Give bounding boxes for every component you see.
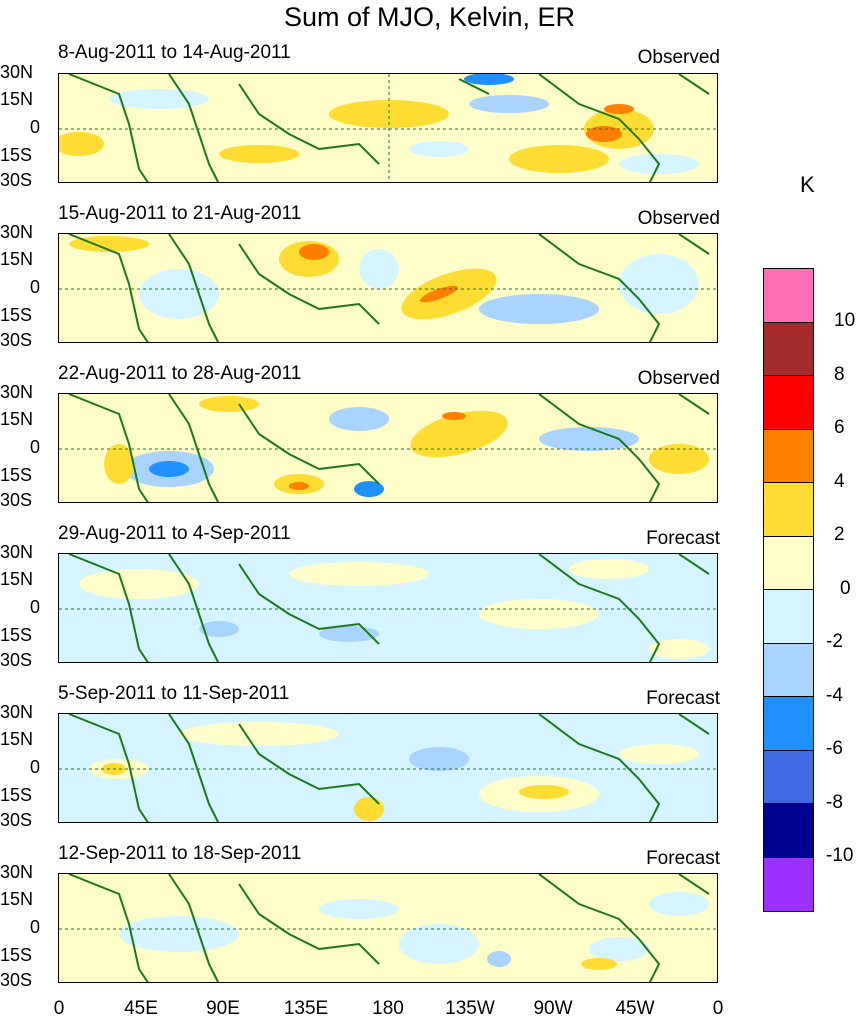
panel-2-type: Observed [637,208,720,229]
lat-label: 30S [0,650,33,670]
map-panel-1 [58,73,718,183]
colorbar-tick-label: 8 [834,363,845,385]
colorbar-swatch [764,643,813,697]
panel-6-date-range: 12-Sep-2011 to 18-Sep-2011 [58,843,302,864]
lat-label: 15S [0,625,33,645]
colorbar-tick-label: 6 [834,417,845,438]
lat-label: 15S [0,785,33,805]
figure-title: Sum of MJO, Kelvin, ER [283,2,576,32]
colorbar-swatch [764,536,813,590]
lon-label: 180 [372,998,404,1019]
lat-label: 30N [0,702,34,722]
colorbar-tick-label: 4 [834,470,845,492]
panel-1-type: Observed [637,47,720,68]
map-panel-2 [58,233,718,343]
lat-label: 0 [30,117,41,137]
panel-5-date-range: 5-Sep-2011 to 11-Sep-2011 [58,683,290,704]
lat-label: 15N [0,729,34,749]
colorbar-tick-label: 0 [840,577,851,599]
lat-label: 30N [0,382,34,402]
lat-label: 30S [0,810,33,830]
colorbar-tick-label: -2 [826,631,843,652]
panel-6-type: Forecast [646,848,720,869]
lat-label: 30N [0,222,34,242]
lat-label: 15S [0,305,33,325]
panel-2-date-range: 15-Aug-2011 to 21-Aug-2011 [58,203,302,224]
colorbar-tick-label: 2 [834,524,845,545]
panel-4-date-range: 29-Aug-2011 to 4-Sep-2011 [58,523,291,544]
lat-label: 30S [0,490,33,510]
colorbar-tick-label: -8 [826,791,843,813]
map-panel-3 [58,393,718,503]
colorbar-swatch [764,750,813,804]
lat-label: 0 [30,917,41,937]
colorbar-swatch [764,269,813,323]
lat-label: 30S [0,170,33,190]
colorbar-swatch [764,376,813,430]
colorbar [763,268,814,912]
lon-label: 135W [445,998,495,1019]
lat-label: 15N [0,89,34,109]
lon-label: 90E [206,998,240,1019]
lat-label: 30S [0,970,33,990]
lat-label: 15S [0,465,33,485]
colorbar-tick-label: -6 [826,738,843,759]
panel-3-date-range: 22-Aug-2011 to 28-Aug-2011 [58,363,302,384]
lon-label: 0 [53,998,65,1019]
lat-label: 30N [0,542,34,562]
lon-label: 45E [124,998,158,1019]
colorbar-tick-label: -4 [826,684,843,706]
colorbar-swatch [764,804,813,858]
lon-label: 0 [712,998,724,1019]
lat-label: 15S [0,145,33,165]
lat-label: 0 [30,597,41,617]
lat-label: 30N [0,862,34,882]
lat-label: 15N [0,249,34,269]
colorbar-swatch [764,322,813,376]
lat-label: 15S [0,945,33,965]
map-panel-5 [58,713,718,823]
lon-label: 135E [283,998,329,1019]
lon-label: 45W [615,998,655,1019]
lon-label: 90W [533,998,573,1019]
lat-label: 0 [30,277,41,297]
colorbar-tick-label: 10 [834,310,856,331]
colorbar-swatch [764,429,813,483]
colorbar-swatch [764,697,813,751]
map-panel-4 [58,553,718,663]
lat-label: 30S [0,330,33,350]
colorbar-swatch [764,590,813,644]
lat-label: 0 [30,757,41,777]
lat-label: 15N [0,569,34,589]
lat-label: 15N [0,889,34,909]
panel-3-type: Observed [637,368,720,389]
panel-4-type: Forecast [646,528,720,549]
lat-label: 15N [0,409,34,429]
map-panel-6 [58,873,718,983]
panel-5-type: Forecast [646,688,720,709]
lat-label: 30N [0,62,34,82]
colorbar-swatch [764,483,813,537]
colorbar-swatch [764,857,813,911]
colorbar-tick-label: -10 [826,845,854,866]
lat-label: 0 [30,437,41,457]
panel-1-date-range: 8-Aug-2011 to 14-Aug-2011 [58,42,291,63]
colorbar-unit: K [800,172,815,197]
